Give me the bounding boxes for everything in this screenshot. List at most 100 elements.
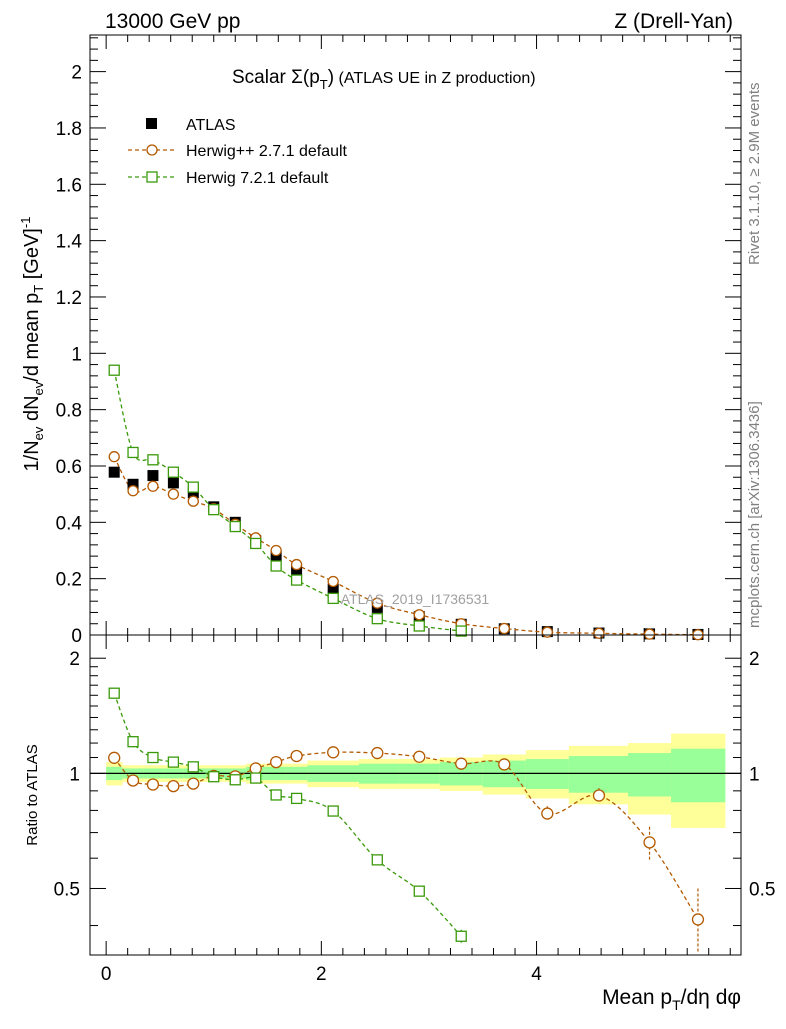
- watermark-label: ATLAS_2019_I1736531: [341, 591, 490, 607]
- herwigpp-point: [327, 575, 339, 588]
- herwig7-point: [229, 520, 241, 533]
- xlabel-part-3: /dη dφ: [681, 986, 741, 1009]
- main-y-tick-label: 0.2: [56, 570, 82, 591]
- chart-title: Scalar Σ(pT) (ATLAS UE in Z production): [232, 67, 536, 92]
- ratio-herwigpp-point: [498, 758, 511, 771]
- title-main: Scalar Σ(p: [232, 67, 320, 88]
- herwig7-point: [371, 613, 383, 625]
- ratio-y-tick-label: 2: [69, 649, 80, 670]
- ratio-herwig7-point: [455, 930, 467, 942]
- ratio-herwigpp-point: [413, 750, 426, 763]
- herwig7-point: [455, 625, 467, 637]
- main-y-ticks: 0 0.2 0.4 0.6 0.8 1 1.2 1.4 1.6 1.8 2: [56, 37, 741, 647]
- herwig7-point: [187, 481, 199, 493]
- ratio-herwig7-point: [327, 805, 339, 817]
- title-close: ): [328, 67, 334, 88]
- ratio-herwig7-point: [187, 761, 199, 773]
- main-series-markers: [108, 364, 704, 641]
- legend-atlas-marker: [146, 118, 157, 129]
- ratio-x-tick-label: 4: [531, 964, 542, 985]
- mcplots-label: mcplots.cern.ch [arXiv:1306.3436]: [746, 401, 763, 628]
- main-x-ticks: [105, 35, 731, 635]
- ratio-x-tick-label: 2: [316, 964, 327, 985]
- herwig7-point: [290, 574, 303, 586]
- ratio-herwigpp-point: [327, 746, 340, 759]
- ratio-herwig7-point: [108, 687, 120, 699]
- ratio-herwigpp-point: [146, 778, 160, 791]
- ratio-herwig7-point: [270, 789, 282, 801]
- ylabel-part-3: dN: [21, 395, 43, 426]
- title-sub: T: [320, 77, 328, 92]
- main-y-tick-label: 0.4: [56, 513, 83, 534]
- energy-label: 13000 GeV pp: [105, 10, 240, 33]
- atlas-data-point: [147, 470, 159, 482]
- ratio-herwig7-point: [208, 771, 220, 783]
- ratio-herwigpp-point: [187, 777, 200, 790]
- herwig7-point: [147, 454, 159, 466]
- ratio-x-tick-label: 0: [101, 964, 112, 985]
- main-y-tick-label: 1.6: [56, 175, 82, 196]
- ratio-series-line-1: [113, 692, 462, 937]
- herwig7-point: [208, 503, 220, 516]
- herwigpp-point: [413, 609, 425, 621]
- ratio-herwig7-point: [127, 736, 139, 748]
- herwig7-point: [108, 364, 120, 376]
- herwigpp-point: [167, 488, 180, 500]
- herwigpp-point: [593, 627, 605, 639]
- xlabel-part-2: T: [672, 997, 681, 1013]
- ratio-herwig7-point: [229, 774, 241, 786]
- main-y-tick-label: 1.8: [56, 119, 82, 140]
- herwigpp-point: [290, 558, 303, 571]
- ylabel-part-2: ev: [31, 426, 46, 440]
- ylabel-part-6: T: [31, 285, 46, 293]
- ratio-y-axis-label: Ratio to ATLAS: [24, 744, 41, 845]
- ylabel-part-7: [GeV]: [21, 228, 43, 285]
- ratio-series-markers: [108, 687, 705, 953]
- ratio-herwig7-point: [250, 772, 262, 784]
- herwigpp-point: [498, 622, 510, 635]
- legend: ATLAS Herwig++ 2.7.1 default Herwig 7.2.…: [128, 117, 348, 187]
- ratio-y-tick-label-right: 2: [749, 649, 760, 670]
- process-label: Z (Drell-Yan): [614, 10, 733, 33]
- ratio-series-lines: [113, 692, 699, 937]
- legend-atlas-label: ATLAS: [186, 117, 236, 134]
- ratio-herwigpp-point: [249, 762, 262, 775]
- main-series-line-1: [113, 456, 698, 636]
- ratio-herwigpp-point: [371, 746, 384, 760]
- ratio-herwigpp-point: [126, 774, 140, 787]
- ylabel-part-8: -1: [18, 217, 33, 229]
- herwigpp-point: [108, 451, 120, 463]
- atlas-data-point: [108, 466, 120, 478]
- ratio-herwig7-point: [167, 756, 180, 768]
- ratio-y-tick-label-right: 0.5: [749, 879, 775, 900]
- main-y-tick-label: 0.8: [56, 401, 82, 422]
- herwigpp-point: [127, 485, 139, 497]
- main-y-tick-label: 1: [71, 344, 82, 365]
- atlas-data-point: [327, 583, 339, 595]
- xlabel-part-1: Mean p: [602, 986, 672, 1009]
- herwig7-point: [270, 560, 282, 572]
- ratio-y-ticks: 0.5 0.5 1 1 2 2: [54, 649, 775, 927]
- herwig7-point: [167, 466, 180, 478]
- ratio-herwigpp-point: [167, 779, 180, 793]
- atlas-data-point: [167, 477, 179, 489]
- ratio-panel: 0.5 0.5 1 1 2 2 0 2 4 Ratio to ATLAS Mean pT/dη…: [24, 634, 775, 1013]
- main-y-tick-label: 2: [71, 63, 82, 84]
- rivet-version-label: Rivet 3.1.10, ≥ 2.9M events: [746, 83, 763, 266]
- ylabel-part-1: 1/N: [21, 440, 43, 471]
- herwigpp-point: [541, 626, 553, 638]
- atlas-data-point: [127, 478, 139, 490]
- ratio-uncertainty-bands: [90, 733, 741, 828]
- legend-herwig7-label: Herwig 7.2.1 default: [186, 170, 329, 187]
- ratio-herwigpp-point: [691, 913, 705, 926]
- ratio-herwig7-point: [290, 792, 303, 805]
- ratio-herwigpp-point: [455, 757, 468, 770]
- ratio-herwigpp-point: [270, 755, 283, 769]
- x-axis-label: Mean pT/dη dφ: [602, 986, 741, 1013]
- main-y-tick-label: 0.6: [56, 457, 82, 478]
- ratio-green-band-bin: [628, 753, 672, 797]
- main-panel: 0 0.2 0.4 0.6 0.8 1 1.2 1.4 1.6 1.8 2 ATLAS_2019_I…: [18, 34, 742, 647]
- main-y-tick-label: 1.4: [56, 232, 83, 253]
- atlas-data-point: [291, 566, 303, 578]
